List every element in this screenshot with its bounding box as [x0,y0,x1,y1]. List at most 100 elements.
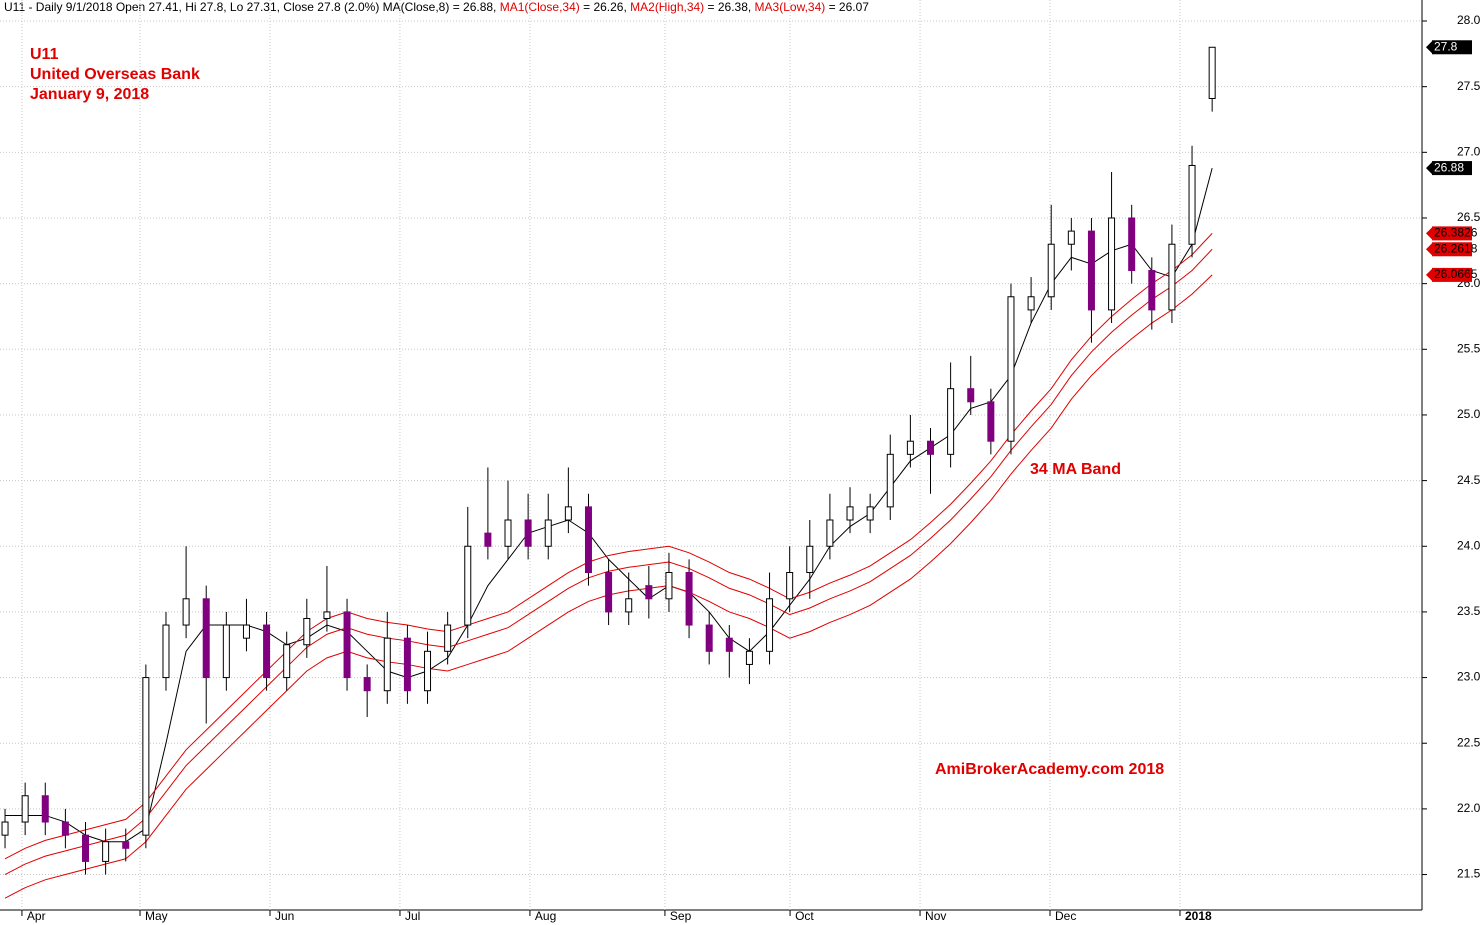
x-tick-label: May [145,909,168,923]
x-tick-label: Dec [1055,909,1076,923]
header-part: = 26.26, [580,0,630,14]
candle-body [41,795,49,823]
candle-body [906,440,914,455]
candle-body [584,506,592,574]
candle-body [61,821,69,836]
y-tick-label: 24.0 [1457,538,1481,552]
x-tick-label: Sep [670,909,692,923]
candle-body [142,677,150,836]
candle-body [202,598,210,679]
candle-body [263,624,271,679]
candle-body [283,644,291,679]
candle-body [1128,217,1136,272]
candle-body [625,598,633,613]
y-tick-label: 23.0 [1457,670,1481,684]
x-tick-label: 2018 [1185,909,1212,923]
y-tick-label: 23.5 [1457,604,1481,618]
candle-body [122,841,130,849]
candle-body [242,624,250,639]
x-tick-label: Jul [405,909,420,923]
annotation: 34 MA Band [1030,461,1121,478]
header-part: U11 - Daily 9/1/2018 Open 27.41, Hi 27.8… [4,0,500,14]
candle-body [383,637,391,692]
candle-body [504,519,512,547]
x-tick-label: Apr [27,909,46,923]
candle-body [947,388,955,455]
candle-body [1108,217,1116,311]
y-tick-label: 27.5 [1457,79,1481,93]
chart-header: U11 - Daily 9/1/2018 Open 27.41, Hi 27.8… [4,0,869,14]
candle-body [1047,243,1055,298]
price-tag [1432,161,1472,176]
header-part: MA1(Close,34) [500,0,580,14]
candle-body [645,585,653,600]
y-tick-label: 25.5 [1457,341,1481,355]
price-tag [1432,40,1472,55]
chart-title: January 9, 2018 [30,86,149,103]
price-tag-label: 26.88 [1434,160,1464,174]
y-tick-label: 22.0 [1457,801,1481,815]
candle-body [1148,270,1156,311]
candle-body [544,519,552,547]
candle-body [605,572,613,613]
header-part: MA2(High,34) [630,0,704,14]
price-tag-arrow [1426,162,1432,175]
candle-body [182,598,190,626]
price-tag-arrow [1426,41,1432,54]
candle-body [1,821,9,836]
candle-body [967,388,975,403]
annotation: AmiBrokerAcademy.com 2018 [935,761,1164,778]
candle-body [564,506,572,521]
x-tick-label: Oct [795,909,814,923]
price-tag-label: 27.8 [1434,39,1458,53]
candle-body [786,572,794,600]
candle-body [1007,296,1015,442]
candle-body [403,637,411,692]
candle-body [1087,230,1095,311]
candle-body [1208,46,1216,99]
candle-body [363,677,371,692]
price-tag [1432,226,1472,241]
price-tag-label: 26.0665 [1434,267,1478,281]
candle-body [846,506,854,521]
candle-body [424,650,432,692]
price-tag [1432,267,1472,282]
candle-body [222,624,230,679]
header-part: MA3(Low,34) [755,0,826,14]
candle-body [1067,230,1075,245]
y-tick-label: 26.5 [1457,210,1481,224]
candle-body [343,611,351,679]
chart-title: United Overseas Bank [30,66,200,83]
candle-body [1188,164,1196,245]
header-part: = 26.38, [704,0,754,14]
price-tag-arrow [1426,268,1432,281]
candle-body [1168,243,1176,311]
candle-body [444,624,452,652]
price-tag [1432,242,1472,257]
candle-body [524,519,532,547]
y-tick-label: 21.5 [1457,867,1481,881]
price-tag-label: 26.3826 [1434,226,1478,240]
candle-body [886,453,894,508]
candle-body [323,611,331,619]
candle-body [82,834,90,862]
candle-body [484,532,492,547]
x-tick-label: Nov [925,909,946,923]
price-tag-arrow [1426,227,1432,240]
price-tag-arrow [1426,243,1432,256]
candle-body [21,795,29,823]
x-tick-label: Jun [275,909,294,923]
candle-body [866,506,874,521]
y-tick-label: 22.5 [1457,735,1481,749]
candle-body [826,519,834,547]
y-tick-label: 24.5 [1457,473,1481,487]
candle-body [1027,296,1035,311]
candle-body [162,624,170,679]
candle-body [665,572,673,600]
candle-body [464,545,472,626]
y-tick-label: 27.0 [1457,144,1481,158]
candle-body [303,617,311,646]
